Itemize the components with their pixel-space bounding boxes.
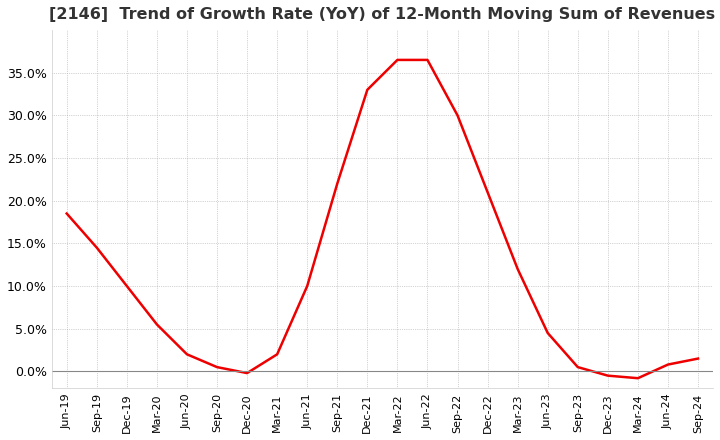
Title: [2146]  Trend of Growth Rate (YoY) of 12-Month Moving Sum of Revenues: [2146] Trend of Growth Rate (YoY) of 12-… (49, 7, 716, 22)
